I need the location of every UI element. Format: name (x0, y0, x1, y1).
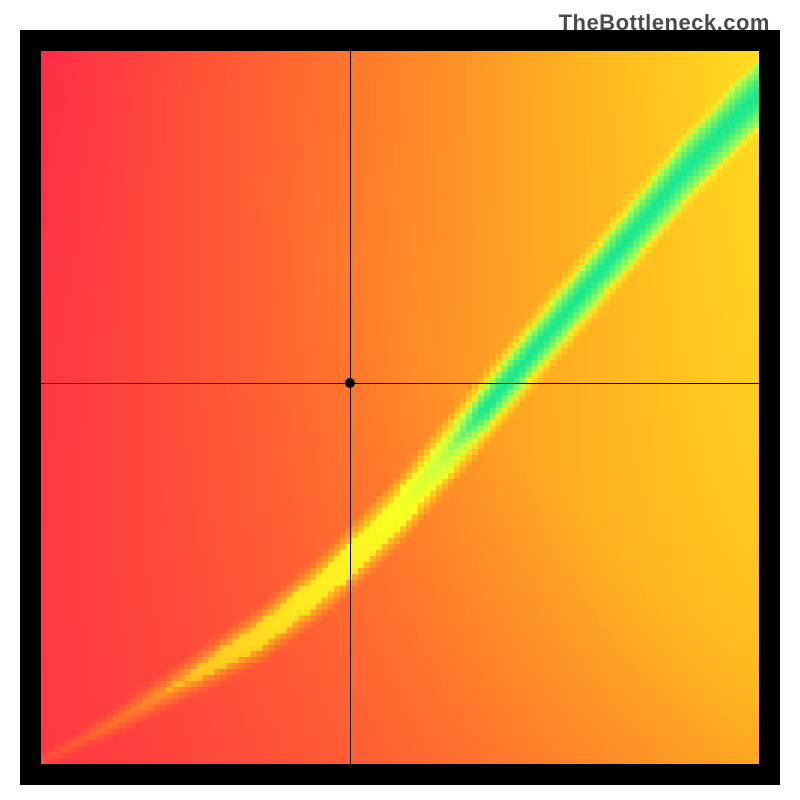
crosshair-horizontal (41, 383, 759, 384)
plot-area (41, 51, 759, 764)
heatmap-canvas (41, 51, 759, 764)
crosshair-vertical (350, 51, 351, 764)
chart-container: TheBottleneck.com (0, 0, 800, 800)
watermark-label: TheBottleneck.com (559, 10, 770, 36)
crosshair-marker (345, 378, 355, 388)
plot-border (20, 30, 780, 785)
